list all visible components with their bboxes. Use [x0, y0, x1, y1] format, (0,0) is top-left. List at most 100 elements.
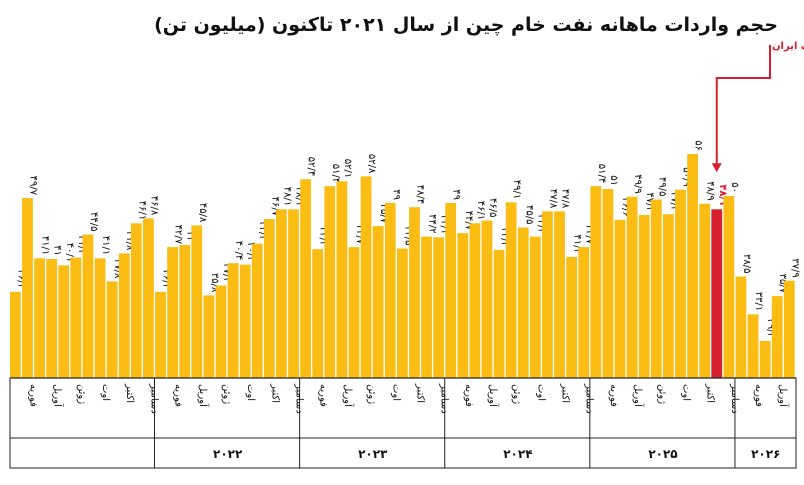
bar-61	[747, 314, 759, 378]
bar-63	[771, 296, 783, 378]
annotation-label: شروع جنگ ایران	[772, 40, 804, 52]
bar-50	[614, 219, 626, 378]
value-label-42: ۴۵/۵	[523, 205, 534, 224]
bar-20	[251, 243, 263, 378]
month-label-26: ژوئن	[656, 384, 667, 404]
bar-56	[687, 154, 698, 378]
year-label-0: ۲۰۲۲	[213, 447, 243, 461]
value-label-23: ۴۸/۱	[294, 187, 305, 206]
value-label-20: ۴۳/۲	[257, 221, 268, 240]
value-label-40: ۴۲/۳	[499, 227, 510, 247]
value-label-49: ۵۱	[608, 175, 619, 186]
year-label-1: ۲۰۲۳	[358, 447, 388, 461]
bar-9	[118, 253, 130, 378]
bar-1	[22, 198, 33, 378]
month-label-9: اوت	[245, 384, 256, 401]
value-label-16: ۳۵/۸	[209, 273, 220, 293]
value-label-50: ۴۶/۶	[620, 197, 631, 216]
value-label-34: ۴۴/۲	[427, 214, 438, 233]
value-label-61: ۳۳/۱	[753, 292, 764, 311]
annotation-connector	[715, 45, 771, 166]
month-label-25: آوریل	[632, 384, 645, 408]
bar-55	[675, 189, 686, 378]
month-label-13: آوریل	[342, 384, 355, 408]
value-label-28: ۴۲/۷	[354, 225, 365, 245]
bar-8	[106, 281, 118, 378]
month-label-24: فوریه	[608, 384, 619, 407]
value-label-53: ۴۹/۵	[656, 177, 667, 196]
bar-16	[203, 295, 215, 378]
bar-2	[34, 258, 45, 378]
value-label-58: ۴۸/۱	[717, 184, 728, 206]
value-label-37: ۴۴/۷	[463, 211, 474, 231]
bar-52	[638, 214, 650, 378]
bar-32	[396, 248, 408, 378]
bar-44	[542, 211, 553, 378]
bar-38	[469, 223, 481, 378]
bar-22	[276, 209, 287, 378]
bar-45	[554, 211, 565, 378]
value-label-15: ۴۵/۸	[197, 203, 208, 223]
month-label-27: اوت	[680, 384, 691, 401]
bar-23	[288, 209, 299, 378]
bar-3	[46, 259, 58, 378]
value-label-25: ۴۲/۴	[318, 227, 329, 246]
value-label-60: ۳۸/۵	[741, 254, 752, 273]
bar-5	[70, 257, 82, 378]
month-label-19: آوریل	[487, 384, 500, 408]
month-label-15: اوت	[390, 384, 401, 401]
value-label-0: ۳۶/۳	[15, 269, 26, 289]
bar-41	[505, 202, 517, 378]
value-label-3: ۴۱	[52, 245, 63, 256]
month-label-11: دسامبر	[294, 383, 305, 414]
bar-12	[155, 291, 166, 378]
month-label-10: اکتبر	[269, 383, 280, 403]
value-label-29: ۵۲/۸	[366, 154, 377, 174]
bar-18	[227, 263, 239, 378]
axis-band	[9, 377, 797, 469]
bar-28	[348, 247, 360, 378]
value-label-22: ۴۸/۱	[281, 187, 292, 206]
bar-0	[10, 291, 21, 378]
annotation-arrowhead	[711, 163, 722, 173]
month-label-16: اکتبر	[414, 383, 425, 403]
value-label-27: ۵۲/۱	[342, 159, 353, 178]
value-label-48: ۵۱/۴	[596, 164, 607, 183]
month-label-7: آوریل	[197, 384, 210, 408]
value-label-4: ۴۰/۱	[64, 243, 75, 262]
month-label-14: ژوئن	[366, 384, 377, 404]
value-label-56: ۵۶	[693, 140, 704, 151]
bar-54	[662, 214, 674, 378]
bar-62	[759, 340, 771, 378]
bar-17	[215, 285, 227, 378]
bar-31	[384, 203, 396, 378]
value-label-14: ۴۳	[185, 231, 196, 242]
value-label-32: ۴۲/۵	[402, 226, 413, 245]
month-label-5: دسامبر	[148, 383, 159, 414]
bar-6	[82, 234, 94, 378]
value-label-45: ۴۷/۸	[560, 189, 571, 209]
month-label-8: ژوئن	[221, 384, 232, 404]
value-label-1: ۴۹/۷	[27, 176, 38, 196]
value-label-46: ۴۱/۳	[572, 234, 583, 254]
value-label-9: ۴۱/۸	[124, 231, 135, 251]
bar-36	[445, 203, 457, 378]
bar-64	[783, 280, 795, 378]
bar-24	[300, 179, 312, 378]
bar-34	[421, 236, 432, 378]
bar-51	[626, 196, 638, 378]
bar-21	[263, 219, 275, 378]
month-label-0: فوریه	[27, 384, 38, 407]
bar-37	[457, 233, 469, 378]
value-label-57: ۴۸/۹	[705, 181, 716, 200]
value-label-31: ۴۹	[390, 189, 401, 200]
bar-60	[735, 276, 747, 378]
bar-25	[312, 249, 324, 378]
value-label-54: ۴۷/۴	[668, 192, 679, 211]
bar-7	[94, 258, 106, 378]
bar-58	[711, 209, 723, 378]
year-label-3: ۲۰۲۵	[648, 447, 677, 461]
bar-4	[58, 265, 70, 378]
value-label-33: ۴۸/۴	[414, 185, 425, 204]
